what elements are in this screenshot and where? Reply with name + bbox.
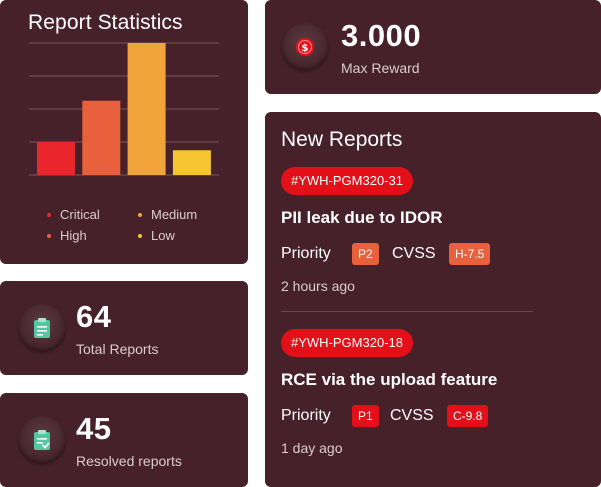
cvss-tag: H-7.5 [449,243,491,265]
legend-item-low: Low [138,228,175,243]
legend-dot [138,233,142,238]
resolved-reports-value: 45 [76,411,112,446]
total-icon-wrapper [18,304,66,352]
dollar-coin-icon: $ [296,38,314,56]
legend-label: High [60,228,87,243]
chart-bar-high[interactable] [82,100,121,175]
legend-dot [138,212,142,217]
report-title-link[interactable]: RCE via the upload feature [281,370,498,389]
new-reports-card: New Reports #YWH-PGM320-31 PII leak due … [265,112,601,487]
resolved-icon-wrapper [18,416,66,464]
report-title-link[interactable]: PII leak due to IDOR [281,208,443,227]
reward-icon-wrapper: $ [281,23,329,71]
report-statistics-title: Report Statistics [28,11,183,34]
legend-label: Critical [60,207,100,222]
report-statistics-chart [29,42,219,176]
svg-text:$: $ [302,43,309,54]
report-time: 2 hours ago [281,278,355,294]
legend-item-medium: Medium [138,207,197,222]
resolved-reports-card: 45 Resolved reports [0,393,248,487]
total-reports-value: 64 [76,299,112,334]
legend-label: Medium [151,207,198,222]
clipboard-icon [34,318,50,338]
legend-label: Low [151,228,175,243]
cvss-tag: C-9.8 [447,405,489,427]
legend-item-critical: Critical [47,207,100,222]
legend-dot [47,233,51,238]
max-reward-label: Max Reward [341,60,420,76]
resolved-reports-label: Resolved reports [76,453,182,469]
cvss-label: CVSS [390,407,434,424]
priority-tag: P2 [352,243,379,265]
cvss-label: CVSS [392,245,436,262]
report-statistics-card: Report Statistics Critical Medium High L… [0,0,248,264]
report-id-badge[interactable]: #YWH-PGM320-18 [281,329,413,357]
max-reward-value: 3.000 [341,18,422,53]
priority-label: Priority [281,407,331,424]
priority-tag: P1 [352,405,379,427]
clipboard-check-icon [34,430,50,450]
legend-dot [47,212,51,217]
max-reward-card: $ 3.000 Max Reward [265,0,601,94]
total-reports-card: 64 Total Reports [0,281,248,375]
chart-bar-low[interactable] [172,150,211,175]
chart-bar-critical[interactable] [37,142,75,175]
priority-label: Priority [281,245,331,262]
report-id-badge[interactable]: #YWH-PGM320-31 [281,167,413,195]
report-time: 1 day ago [281,440,343,456]
report-divider [281,311,533,312]
new-reports-title: New Reports [281,128,403,151]
total-reports-label: Total Reports [76,341,159,357]
chart-bar-medium[interactable] [127,43,166,175]
legend-item-high: High [47,228,87,243]
